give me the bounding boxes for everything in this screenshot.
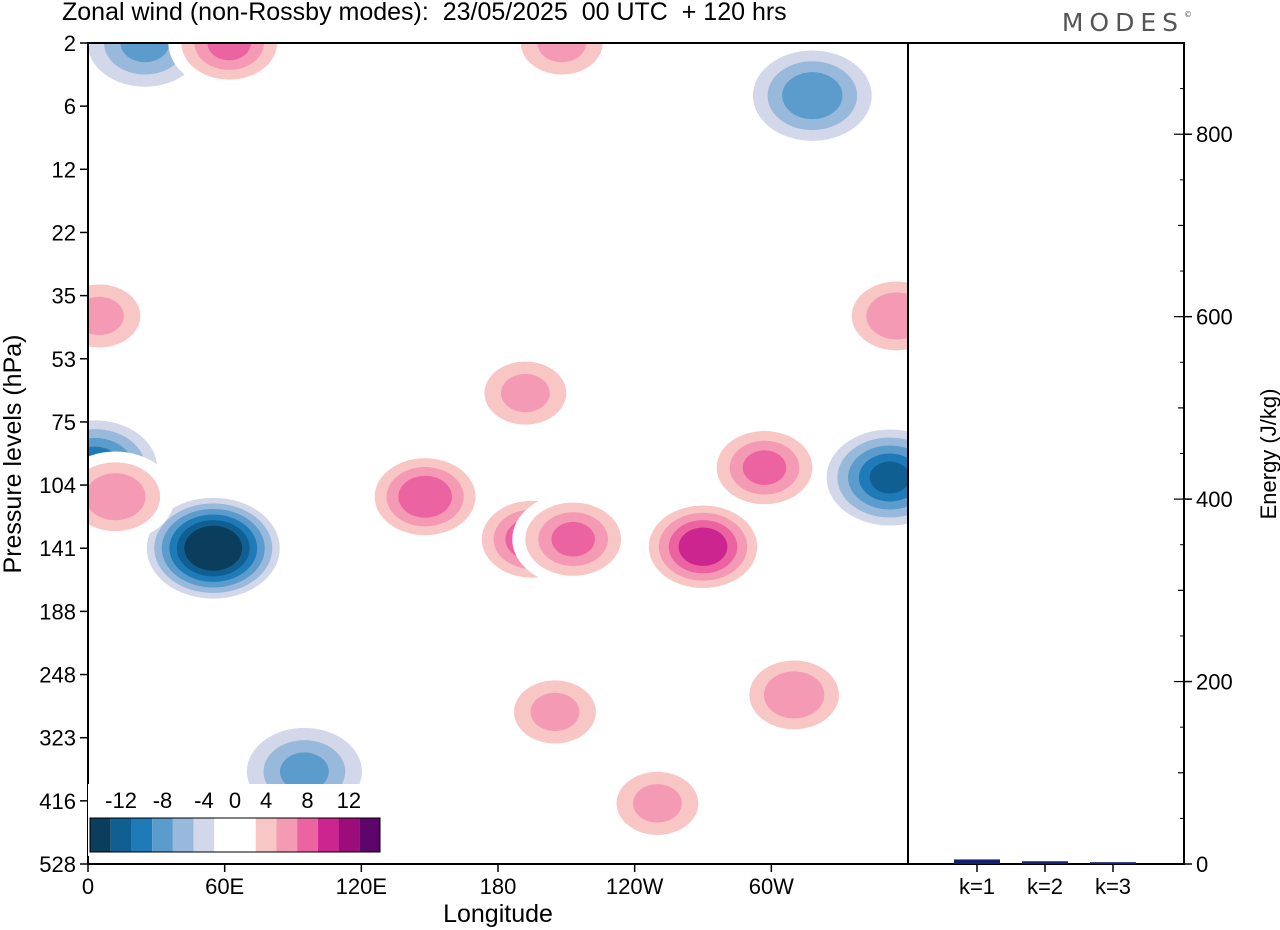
colorbar-tick-label: 8 xyxy=(301,788,313,813)
energy-category-label: k=1 xyxy=(959,874,995,899)
colorbar-tick-label: -8 xyxy=(153,788,173,813)
heatmap-field xyxy=(88,43,908,848)
wind-contour-18-6 xyxy=(633,784,682,823)
x-tick-label: 120W xyxy=(606,874,664,899)
energy-tick-label: 0 xyxy=(1196,852,1208,877)
wind-contour-5-6 xyxy=(782,72,843,120)
colorbar-tick-label: -4 xyxy=(194,788,214,813)
y-tick-label: 53 xyxy=(52,347,76,372)
wind-contour-0-14 xyxy=(191,531,235,566)
logo-text: MODES xyxy=(1061,8,1184,37)
logo-mark: © xyxy=(1184,10,1192,19)
energy-bars xyxy=(954,859,1136,865)
wind-contour-11-8 xyxy=(742,450,787,485)
energy-category-label: k=2 xyxy=(1027,874,1063,899)
energy-bar xyxy=(1022,861,1068,864)
x-axis-label: Longitude xyxy=(443,900,553,928)
y-tick-label: 248 xyxy=(39,663,76,688)
energy-bar-panel: 0 200 400 600 800 k=1 k=2 k=3 Energy (J/kg) xyxy=(907,42,1280,899)
colorbar-swatch xyxy=(235,818,256,852)
colorbar-swatch xyxy=(110,818,132,852)
wind-contour-12-6 xyxy=(763,671,825,719)
y-tick-label: 188 xyxy=(39,599,76,624)
wind-contour-13-8 xyxy=(207,43,252,61)
wind-contour-17-6 xyxy=(866,292,908,340)
colorbar-swatch xyxy=(359,818,380,852)
y-tick-label: 35 xyxy=(52,284,76,309)
x-axis: 0 60E 120E 180 120W 60W xyxy=(82,864,794,899)
colorbar-tick-label: 4 xyxy=(260,788,272,813)
y-axis: 2 6 12 22 35 53 75 104 141 188 248 323 416 528 xyxy=(39,31,88,877)
colorbar-swatch xyxy=(297,818,318,852)
colorbar-swatch xyxy=(90,818,111,852)
colorbar-swatch xyxy=(131,818,153,852)
wind-contour-15-6 xyxy=(88,296,124,336)
colorbar-swatch xyxy=(338,818,360,852)
wind-contour-16-6 xyxy=(88,473,146,521)
colorbar-tick-label: -12 xyxy=(105,788,137,813)
colorbar-swatch xyxy=(255,818,277,852)
chart-title: Zonal wind (non-Rossby modes): 23/05/202… xyxy=(62,0,787,26)
wind-contour-14-6 xyxy=(537,43,587,63)
energy-y-axis: 0 200 400 600 800 xyxy=(1174,88,1233,877)
energy-tick-label: 400 xyxy=(1196,487,1233,512)
colorbar-swatch xyxy=(276,818,298,852)
y-tick-label: 141 xyxy=(39,536,76,561)
energy-bar xyxy=(1090,862,1136,865)
y-tick-label: 22 xyxy=(52,220,76,245)
x-tick-label: 120E xyxy=(336,874,387,899)
colorbar-swatch xyxy=(193,818,215,852)
energy-categories: k=1 k=2 k=3 xyxy=(959,864,1131,899)
wind-contour-9-10 xyxy=(678,527,728,566)
colorbar-frame xyxy=(89,817,381,853)
energy-tick-label: 200 xyxy=(1196,670,1233,695)
colorbar-swatch xyxy=(172,818,194,852)
wind-contour-4-6 xyxy=(120,43,170,63)
x-tick-label: 60W xyxy=(749,874,794,899)
y-tick-label: 12 xyxy=(52,157,76,182)
modes-logo: MODES© xyxy=(1062,8,1192,37)
wind-contour-10-6 xyxy=(500,373,550,413)
x-tick-label: 180 xyxy=(480,874,517,899)
energy-tick-label: 600 xyxy=(1196,305,1233,330)
y-tick-label: 416 xyxy=(39,789,76,814)
colorbar-legend: -12 -8 -4 0 4 8 12 xyxy=(88,784,382,856)
wind-contour-8-8 xyxy=(551,521,595,557)
y-tick-label: 528 xyxy=(39,852,76,877)
colorbar-swatch xyxy=(214,818,235,852)
x-tick-label: 0 xyxy=(82,874,94,899)
y-tick-label: 6 xyxy=(64,94,76,119)
energy-axis-label: Energy (J/kg) xyxy=(1256,389,1280,520)
colorbar-tick-label: 12 xyxy=(337,788,361,813)
wind-contour-6-8 xyxy=(398,475,452,518)
energy-category-label: k=3 xyxy=(1095,874,1131,899)
colorbar-swatch xyxy=(317,818,339,852)
colorbar-swatch xyxy=(152,818,173,852)
energy-tick-label: 800 xyxy=(1196,122,1233,147)
wind-contour-2-10 xyxy=(869,461,908,494)
y-tick-label: 104 xyxy=(39,473,76,498)
wind-contour-3-6 xyxy=(279,752,329,791)
colorbar-tick-label: 0 xyxy=(229,788,241,813)
y-tick-label: 323 xyxy=(39,726,76,751)
wind-contour-19-6 xyxy=(530,692,580,732)
y-tick-label: 75 xyxy=(52,410,76,435)
x-tick-label: 60E xyxy=(205,874,244,899)
energy-bar xyxy=(954,859,1000,864)
y-axis-label: Pressure levels (hPa) xyxy=(0,335,27,574)
y-tick-label: 2 xyxy=(64,31,76,56)
energy-frame xyxy=(907,42,1185,865)
